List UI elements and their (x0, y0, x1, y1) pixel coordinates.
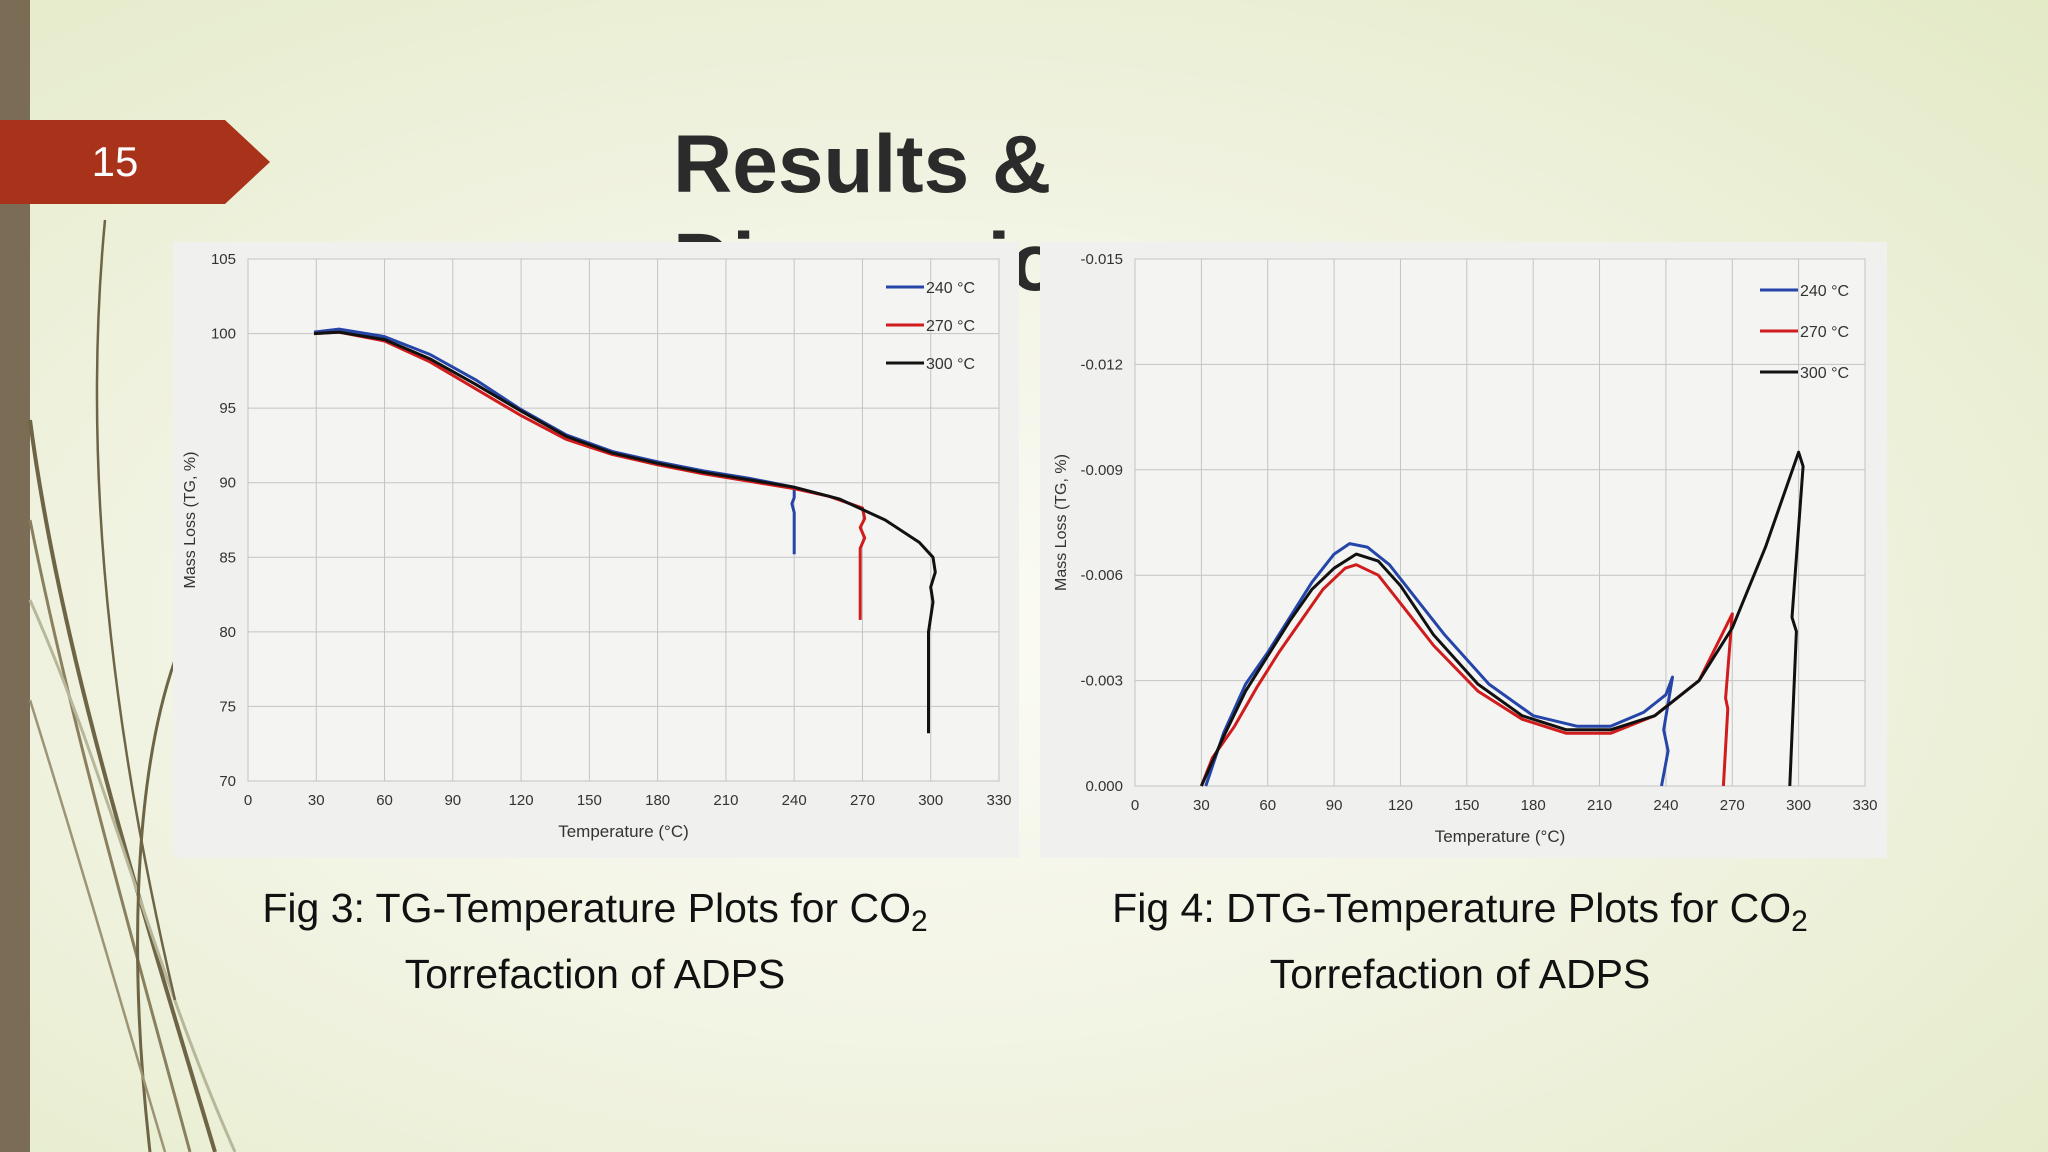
series-line-0 (1204, 542, 1674, 787)
x-tick-label: 330 (986, 792, 1011, 809)
x-axis-label: Temperature (°C) (1435, 827, 1566, 846)
figure-4-caption: Fig 4: DTG-Temperature Plots for CO2 Tor… (1030, 882, 1890, 1000)
x-tick-label: 0 (1131, 797, 1139, 814)
series-line-2 (1200, 450, 1805, 787)
x-tick-label: 90 (444, 792, 461, 809)
x-tick-label: 60 (1259, 797, 1276, 814)
y-axis-label: Mass Loss (TG, %) (1053, 454, 1070, 591)
y-axis-label: Mass Loss (TG, %) (182, 452, 199, 589)
x-tick-label: 300 (1786, 797, 1811, 814)
x-tick-label: 270 (1720, 797, 1745, 814)
x-tick-label: 270 (850, 792, 875, 809)
y-tick-label: 90 (219, 475, 236, 492)
series-line-1 (1200, 563, 1734, 787)
caption-subscript: 2 (1791, 905, 1808, 939)
slide-number: 15 (91, 138, 139, 185)
caption-line2: Torrefaction of ADPS (1269, 951, 1651, 998)
x-tick-label: 180 (1521, 797, 1546, 814)
x-tick-label: 150 (1454, 797, 1479, 814)
decorative-grass-strokes (28, 219, 237, 1152)
legend-label: 300 °C (926, 356, 975, 373)
x-tick-label: 30 (308, 792, 325, 809)
x-tick-label: 240 (782, 792, 807, 809)
x-tick-label: 330 (1852, 797, 1877, 814)
x-tick-label: 240 (1653, 797, 1678, 814)
x-tick-label: 120 (1388, 797, 1413, 814)
slide-number-tab (0, 120, 270, 204)
x-tick-label: 0 (244, 792, 252, 809)
y-tick-label: -0.003 (1080, 673, 1123, 690)
y-tick-label: 80 (219, 624, 236, 641)
x-tick-label: 180 (645, 792, 670, 809)
y-tick-label: 75 (219, 698, 236, 715)
caption-line2: Torrefaction of ADPS (404, 951, 786, 998)
legend-label: 240 °C (926, 280, 975, 297)
y-tick-label: 100 (211, 326, 236, 343)
legend-label: 270 °C (1800, 324, 1849, 341)
dtg-chart-panel: 0 30 60 90 120 150 180 210 240 270 300 330 0.000 -0.0… (1040, 242, 1887, 858)
x-tick-label: 120 (509, 792, 534, 809)
y-tick-label: 85 (219, 549, 236, 566)
y-tick-label: -0.006 (1080, 567, 1123, 584)
x-tick-label: 150 (577, 792, 602, 809)
y-tick-label: -0.015 (1080, 251, 1123, 268)
legend-label: 270 °C (926, 318, 975, 335)
plot-area (247, 258, 1000, 782)
legend-label: 240 °C (1800, 283, 1849, 300)
x-tick-label: 210 (713, 792, 738, 809)
caption-line1: Fig 3: TG-Temperature Plots for CO (262, 885, 911, 931)
x-tick-label: 300 (918, 792, 943, 809)
x-tick-label: 210 (1587, 797, 1612, 814)
y-tick-label: -0.012 (1080, 356, 1123, 373)
y-tick-label: 105 (211, 251, 236, 268)
legend-label: 300 °C (1800, 365, 1849, 382)
x-tick-label: 90 (1326, 797, 1343, 814)
y-tick-label: 70 (219, 773, 236, 790)
caption-line1: Fig 4: DTG-Temperature Plots for CO (1112, 885, 1792, 931)
y-tick-label: -0.009 (1080, 462, 1123, 479)
y-tick-label: 95 (219, 400, 236, 417)
y-tick-label: 0.000 (1085, 778, 1123, 795)
tg-chart: 0 30 60 90 120 150 180 210 240 270 300 330 70 75 80 85 9… (182, 251, 1012, 841)
figure-3-caption: Fig 3: TG-Temperature Plots for CO2 Torr… (180, 882, 1010, 1000)
x-tick-label: 60 (376, 792, 393, 809)
tg-chart-panel: 0 30 60 90 120 150 180 210 240 270 300 330 70 75 80 85 9… (173, 242, 1019, 858)
dtg-chart: 0 30 60 90 120 150 180 210 240 270 300 330 0.000 -0.0… (1053, 251, 1878, 846)
caption-subscript: 2 (910, 905, 928, 939)
series-line-2 (313, 330, 937, 734)
x-tick-label: 30 (1193, 797, 1210, 814)
x-axis-label: Temperature (°C) (558, 822, 689, 841)
